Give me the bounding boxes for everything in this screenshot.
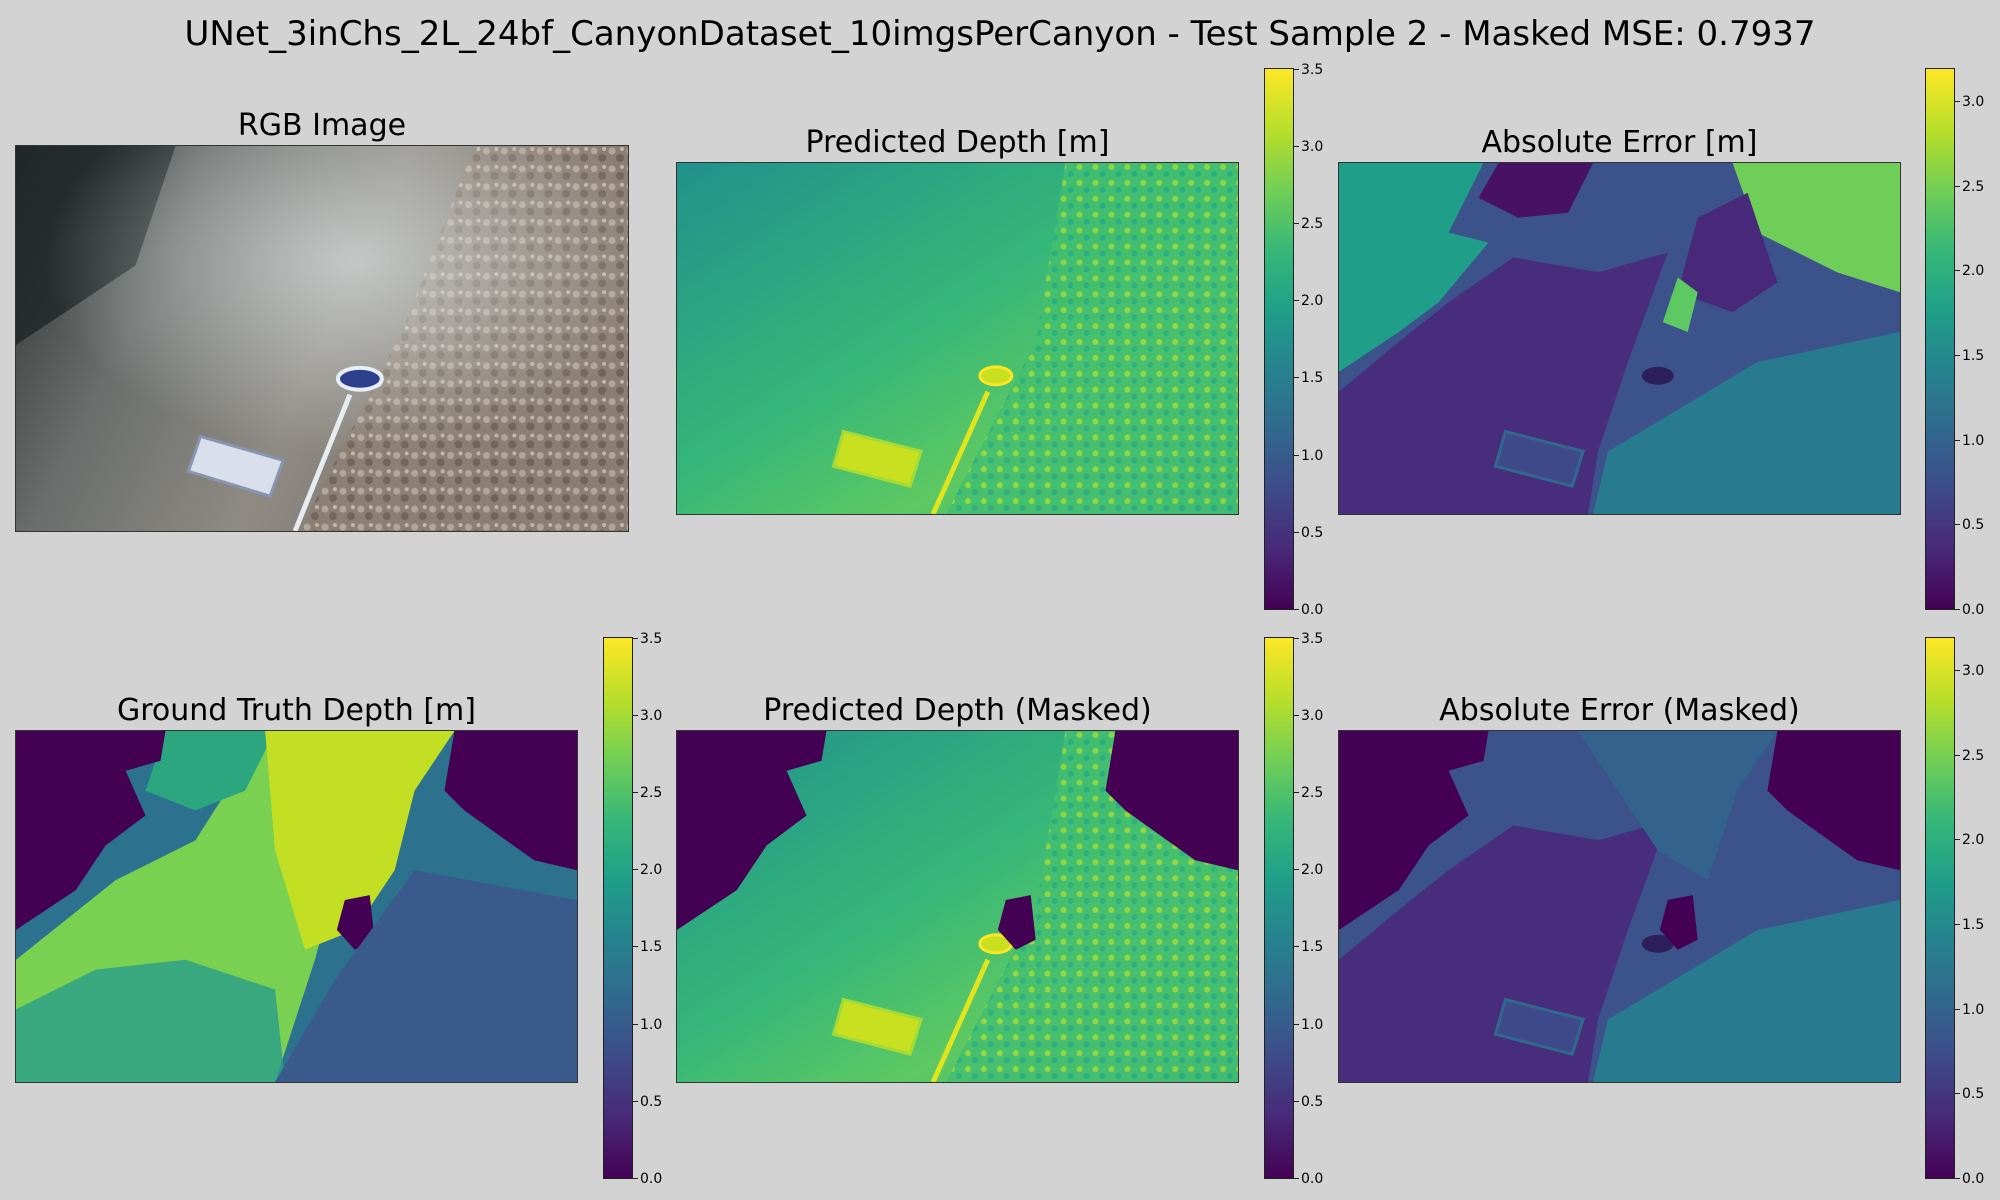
cbar-tick: 0.0: [1954, 1171, 1985, 1187]
cbar-tick: 0.0: [632, 1171, 663, 1187]
cbar-tick: 0.5: [1293, 525, 1324, 541]
cbar-tick: 3.0: [1954, 663, 1985, 679]
ground-truth-depth-title: Ground Truth Depth [m]: [116, 693, 476, 728]
cbar-tick: 2.5: [1293, 785, 1324, 801]
cbar-tick: 3.5: [1293, 62, 1324, 78]
cbar-tick: 1.0: [1954, 433, 1985, 449]
cbar-tick: 2.0: [632, 862, 663, 878]
cbar-tick: 0.5: [1954, 517, 1985, 533]
ground-truth-colorbar: [603, 637, 633, 1179]
cbar-tick: 3.0: [1293, 708, 1324, 724]
absolute-error-masked-map: [1338, 730, 1901, 1083]
absolute-error-colorbar: [1925, 68, 1955, 610]
cbar-tick: 2.0: [1293, 862, 1324, 878]
cbar-tick: 2.0: [1954, 263, 1985, 279]
absolute-error-map: [1338, 162, 1901, 515]
cbar-tick: 1.5: [1293, 939, 1324, 955]
predicted-depth-masked-map: [676, 730, 1239, 1083]
cbar-tick: 0.0: [1293, 1171, 1324, 1187]
cbar-tick: 3.0: [632, 708, 663, 724]
cbar-tick: 0.0: [1954, 602, 1985, 618]
absolute-error-title: Absolute Error [m]: [1481, 125, 1758, 160]
cbar-tick: 1.5: [1954, 917, 1985, 933]
cbar-tick: 1.5: [632, 939, 663, 955]
cbar-tick: 2.5: [1954, 748, 1985, 764]
cbar-tick: 3.5: [1293, 631, 1324, 647]
cbar-tick: 2.5: [1293, 216, 1324, 232]
rgb-image: [15, 145, 629, 532]
cbar-tick: 3.0: [1293, 139, 1324, 155]
cbar-tick: 0.5: [1954, 1086, 1985, 1102]
cbar-tick: 1.0: [1954, 1002, 1985, 1018]
cbar-tick: 0.5: [632, 1094, 663, 1110]
cbar-tick: 1.0: [632, 1017, 663, 1033]
ground-truth-depth-map: [15, 730, 578, 1083]
cbar-tick: 2.0: [1293, 293, 1324, 309]
absolute-error-masked-colorbar: [1925, 637, 1955, 1179]
cbar-tick: 2.5: [1954, 179, 1985, 195]
figure-title: UNet_3inChs_2L_24bf_CanyonDataset_10imgs…: [184, 14, 1816, 54]
cbar-tick: 1.5: [1293, 370, 1324, 386]
cbar-tick: 1.0: [1293, 1017, 1324, 1033]
cbar-tick: 2.0: [1954, 832, 1985, 848]
predicted-depth-map: [676, 162, 1239, 515]
predicted-depth-masked-title: Predicted Depth (Masked): [763, 693, 1152, 728]
predicted-depth-masked-colorbar: [1264, 637, 1294, 1179]
cbar-tick: 3.5: [632, 631, 663, 647]
cbar-tick: 1.5: [1954, 348, 1985, 364]
rgb-image-title: RGB Image: [237, 108, 407, 143]
cbar-tick: 0.5: [1293, 1094, 1324, 1110]
cbar-tick: 3.0: [1954, 94, 1985, 110]
absolute-error-masked-title: Absolute Error (Masked): [1439, 693, 1800, 728]
predicted-depth-colorbar: [1264, 68, 1294, 610]
cbar-tick: 1.0: [1293, 448, 1324, 464]
predicted-depth-title: Predicted Depth [m]: [805, 125, 1110, 160]
cbar-tick: 2.5: [632, 785, 663, 801]
cbar-tick: 0.0: [1293, 602, 1324, 618]
